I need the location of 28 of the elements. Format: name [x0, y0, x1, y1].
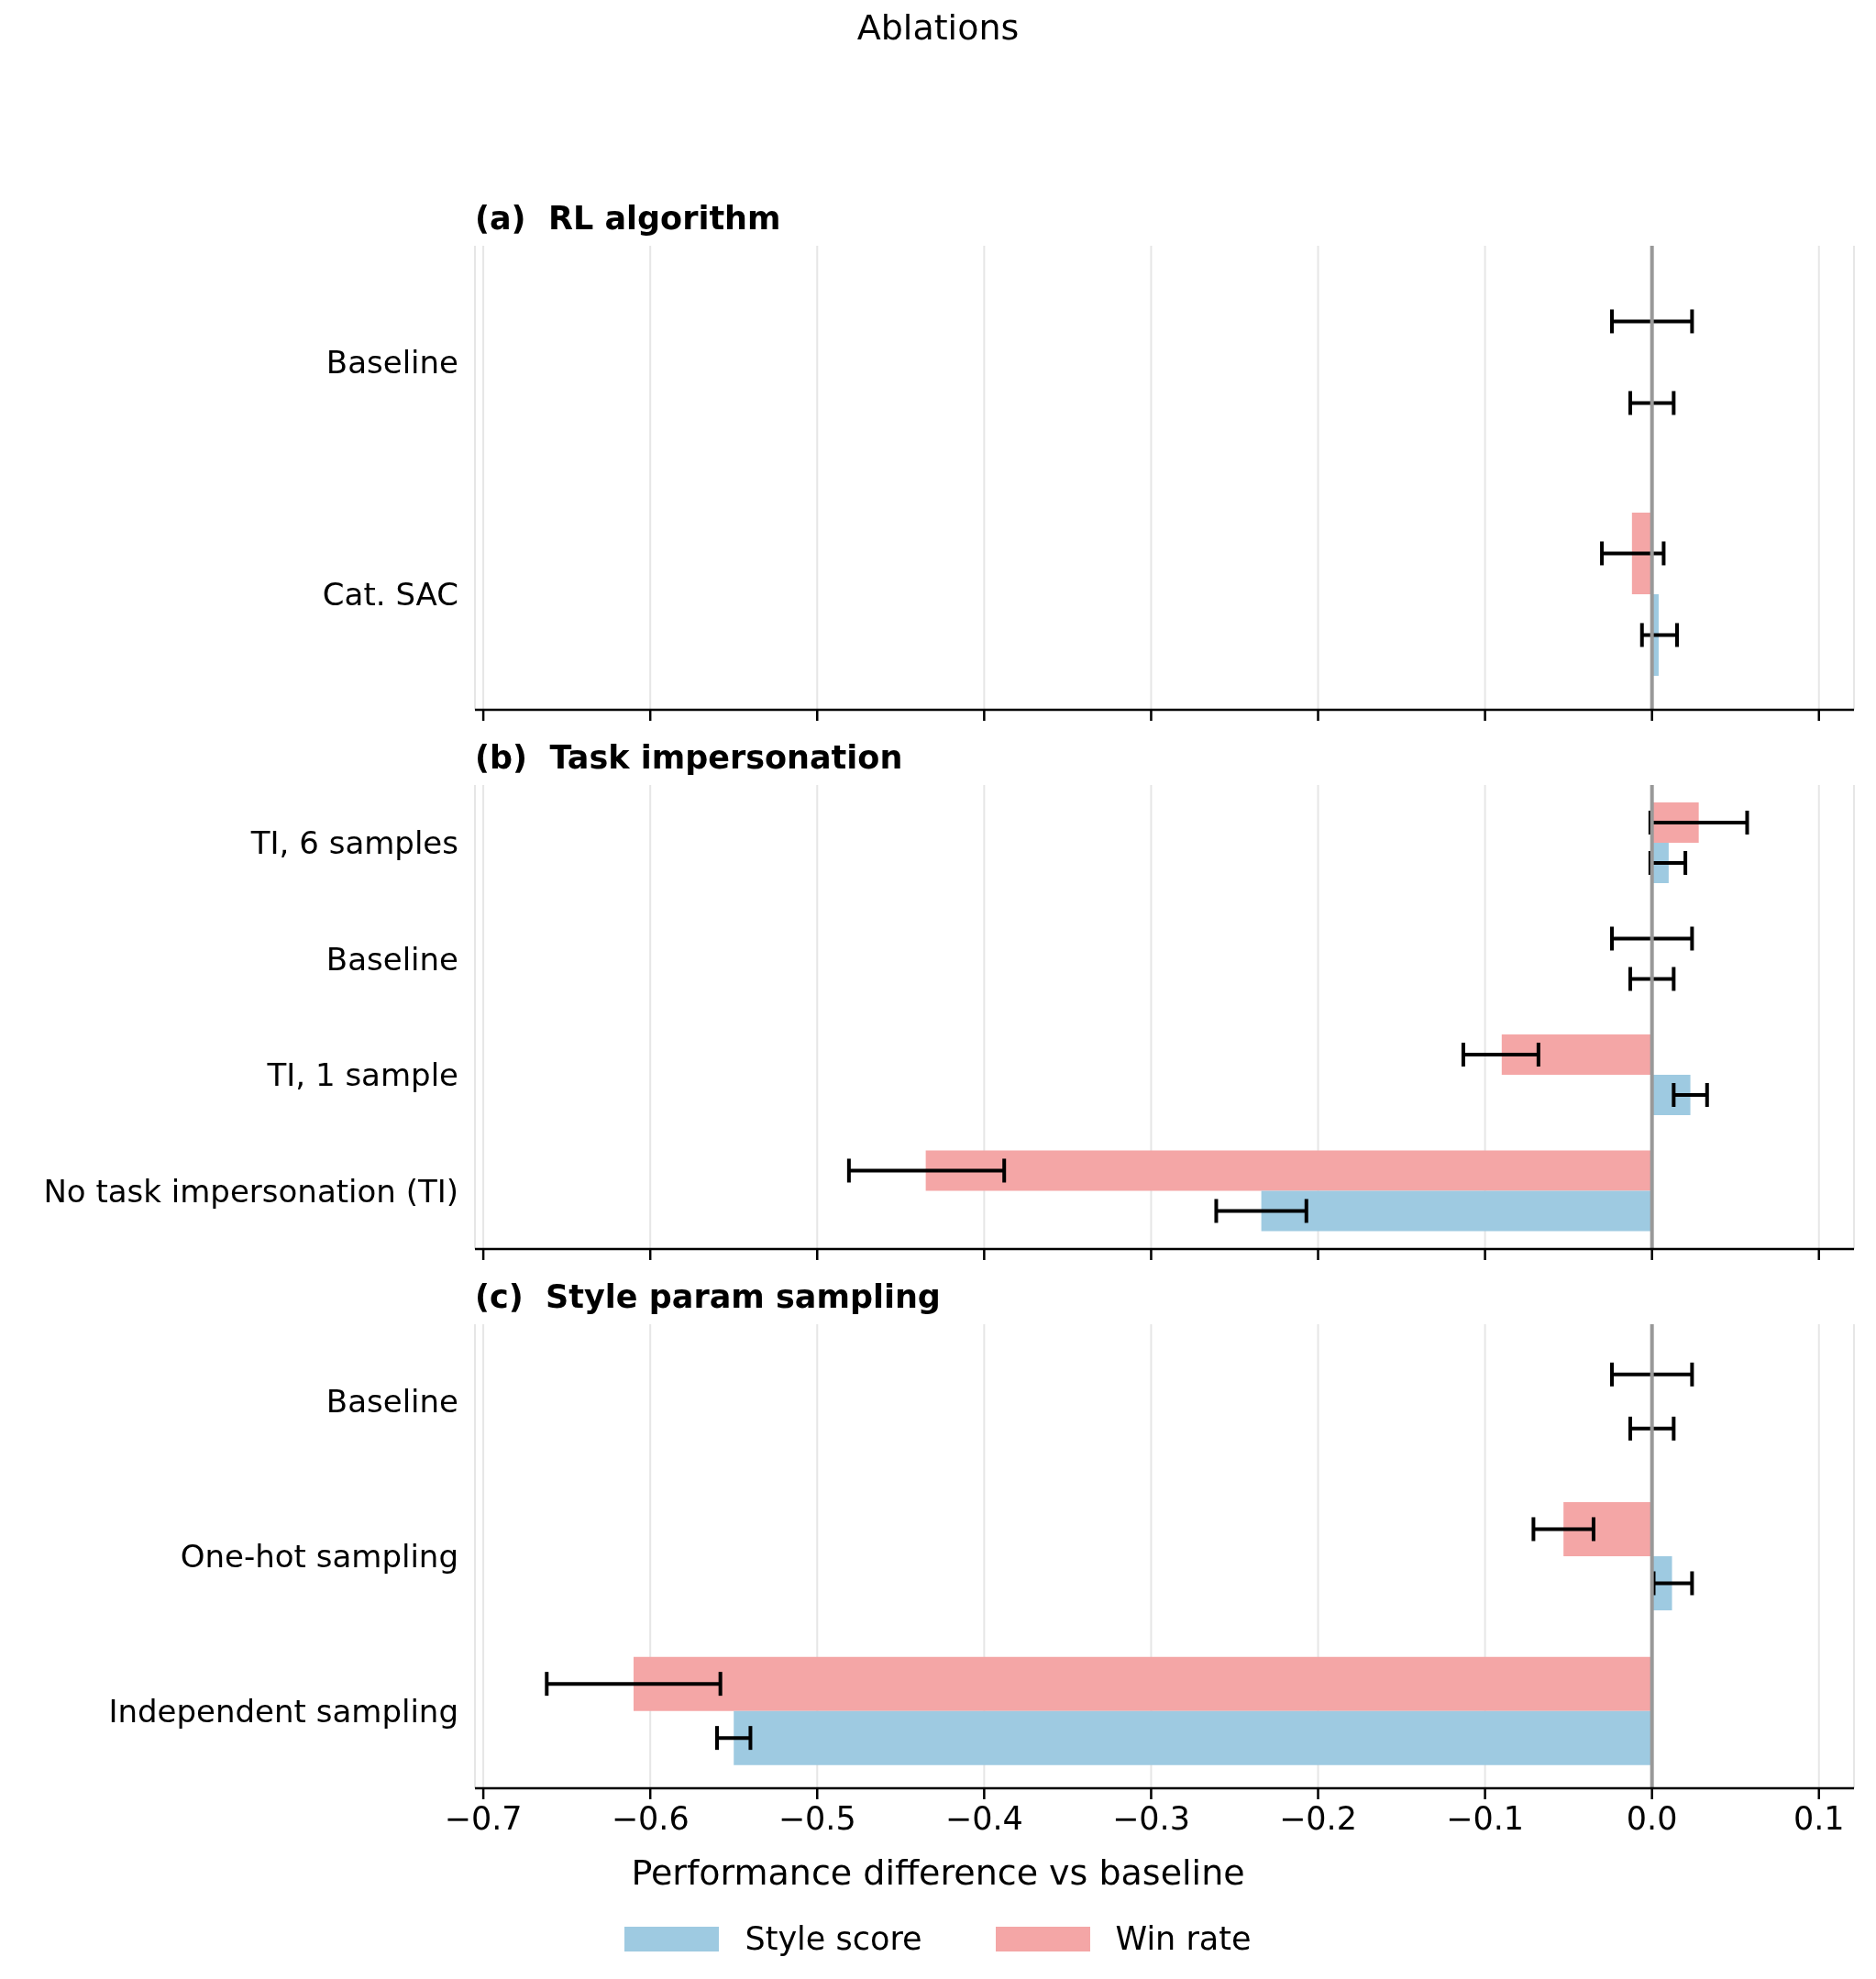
bar [1261, 1190, 1652, 1232]
chart-title: Ablations [855, 7, 1021, 50]
y-tick-label: Baseline [326, 940, 458, 978]
chart-subtitle: (c) Style param sampling [475, 1278, 942, 1317]
x-tick-label: 0.1 [1793, 1799, 1845, 1837]
y-tick-label: Cat. SAC [322, 575, 458, 613]
bar [1501, 1034, 1652, 1075]
x-tick-label: −0.2 [1279, 1799, 1358, 1837]
x-tick-label: −0.4 [944, 1799, 1023, 1837]
x-tick-label: 0.0 [1626, 1799, 1678, 1837]
chart-subtitle: (a) RL algorithm [475, 200, 782, 238]
legend-label: Style score [745, 1920, 922, 1957]
y-tick-label: Baseline [326, 1383, 458, 1421]
y-tick-label: Independent sampling [108, 1692, 458, 1730]
legend-label: Win rate [1115, 1920, 1252, 1957]
y-tick-label: Baseline [326, 343, 458, 381]
chart-subtitle: (b) Task impersonation [475, 739, 904, 778]
x-tick-label: −0.5 [778, 1799, 856, 1837]
y-tick-label: TI, 1 sample [266, 1056, 458, 1094]
y-tick-label: One-hot sampling [180, 1538, 458, 1575]
x-tick-label: −0.7 [444, 1799, 523, 1837]
bar [925, 1150, 1652, 1191]
x-axis-title: Performance difference vs baseline [630, 1852, 1246, 1893]
y-tick-label: No task impersonation (TI) [43, 1172, 458, 1210]
x-tick-label: −0.1 [1446, 1799, 1525, 1837]
y-tick-label: TI, 6 samples [249, 824, 458, 862]
x-tick-label: −0.6 [611, 1799, 690, 1837]
x-tick-label: −0.3 [1111, 1799, 1190, 1837]
